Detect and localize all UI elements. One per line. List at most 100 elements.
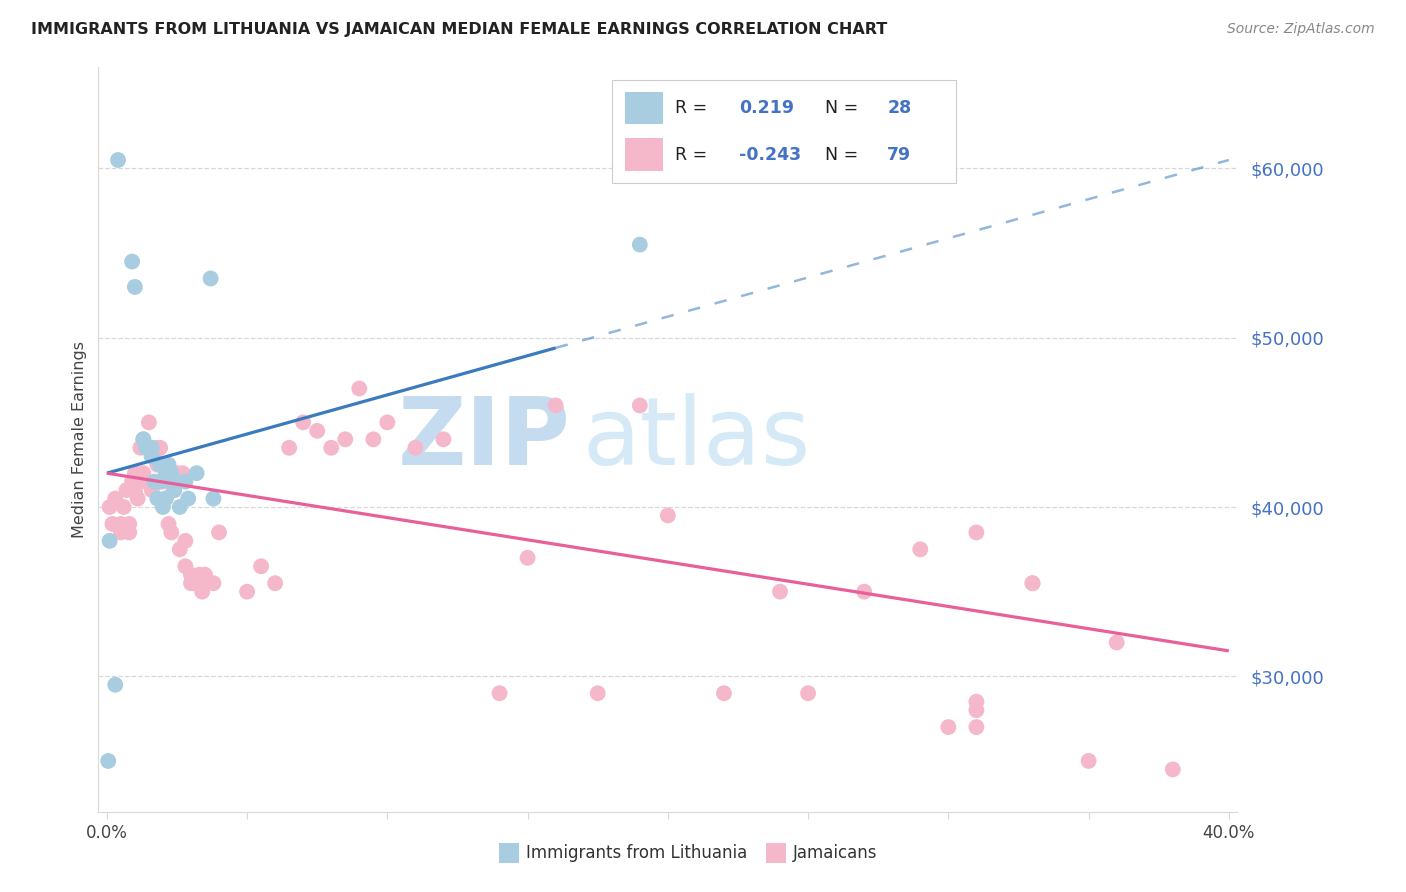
Point — [124, 280, 146, 294]
Point — [107, 153, 129, 167]
Text: N =: N = — [825, 99, 859, 117]
Point — [132, 433, 155, 447]
Point — [965, 695, 987, 709]
Point — [191, 584, 214, 599]
Point — [965, 703, 987, 717]
Text: ZIP: ZIP — [398, 393, 571, 485]
Point — [149, 441, 172, 455]
Point — [132, 433, 155, 447]
Point — [188, 567, 211, 582]
Point — [146, 441, 169, 455]
Point — [166, 466, 188, 480]
Point — [264, 576, 287, 591]
Point — [628, 399, 651, 413]
Point — [432, 433, 454, 447]
Point — [98, 533, 121, 548]
Point — [292, 416, 315, 430]
Point — [110, 516, 132, 531]
Point — [488, 686, 510, 700]
Point — [177, 491, 200, 506]
Point — [657, 508, 679, 523]
Text: Jamaicans: Jamaicans — [793, 844, 877, 863]
Point — [121, 475, 143, 489]
FancyBboxPatch shape — [612, 80, 956, 183]
Point — [174, 475, 197, 489]
Point — [938, 720, 960, 734]
Point — [157, 475, 180, 489]
Point — [97, 754, 120, 768]
Point — [186, 466, 208, 480]
Point — [163, 475, 186, 489]
Point — [194, 567, 217, 582]
Point — [135, 475, 157, 489]
Point — [115, 483, 138, 497]
Bar — [626, 92, 664, 124]
Point — [250, 559, 273, 574]
Point — [363, 433, 385, 447]
Point — [149, 475, 172, 489]
Point — [174, 533, 197, 548]
Point — [132, 466, 155, 480]
Text: 0.219: 0.219 — [740, 99, 794, 117]
Point — [278, 441, 301, 455]
Text: 79: 79 — [887, 146, 911, 164]
Point — [155, 466, 177, 480]
Point — [118, 525, 141, 540]
Point — [141, 483, 163, 497]
Point — [141, 449, 163, 463]
Point — [112, 500, 135, 514]
Point — [157, 516, 180, 531]
Point — [143, 449, 166, 463]
Point — [127, 491, 149, 506]
Point — [146, 491, 169, 506]
Bar — [626, 137, 664, 170]
Point — [180, 576, 202, 591]
Point — [769, 584, 792, 599]
Point — [1105, 635, 1128, 649]
Point — [155, 491, 177, 506]
Point — [152, 475, 174, 489]
Point — [180, 567, 202, 582]
Point — [141, 441, 163, 455]
Point — [104, 678, 127, 692]
Point — [155, 491, 177, 506]
Point — [104, 491, 127, 506]
Point — [169, 542, 191, 557]
Point — [101, 516, 124, 531]
Text: R =: R = — [675, 99, 707, 117]
Point — [335, 433, 357, 447]
Point — [202, 491, 225, 506]
Point — [121, 254, 143, 268]
Point — [143, 475, 166, 489]
Text: Source: ZipAtlas.com: Source: ZipAtlas.com — [1227, 22, 1375, 37]
Text: R =: R = — [675, 146, 707, 164]
Point — [236, 584, 259, 599]
Point — [586, 686, 609, 700]
Point — [138, 416, 160, 430]
Point — [124, 483, 146, 497]
Point — [713, 686, 735, 700]
Text: atlas: atlas — [582, 393, 811, 485]
Point — [853, 584, 876, 599]
Point — [202, 576, 225, 591]
Point — [375, 416, 398, 430]
Point — [160, 466, 183, 480]
Point — [163, 483, 186, 497]
Point — [129, 441, 152, 455]
Point — [307, 424, 329, 438]
Point — [98, 500, 121, 514]
Text: Immigrants from Lithuania: Immigrants from Lithuania — [526, 844, 747, 863]
Text: -0.243: -0.243 — [740, 146, 801, 164]
Point — [910, 542, 932, 557]
Point — [208, 525, 231, 540]
Point — [965, 720, 987, 734]
Point — [163, 483, 186, 497]
Point — [160, 525, 183, 540]
Text: N =: N = — [825, 146, 859, 164]
Point — [169, 500, 191, 514]
Point — [157, 458, 180, 472]
Point — [152, 458, 174, 472]
Point — [149, 458, 172, 472]
Point — [544, 399, 567, 413]
Y-axis label: Median Female Earnings: Median Female Earnings — [72, 341, 87, 538]
